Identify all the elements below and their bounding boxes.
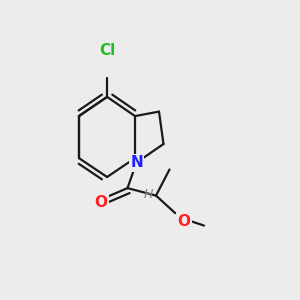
Text: O: O (177, 214, 190, 230)
Text: N: N (130, 155, 143, 170)
Text: Cl: Cl (99, 44, 115, 59)
Text: O: O (94, 195, 107, 210)
Text: H: H (144, 188, 153, 201)
